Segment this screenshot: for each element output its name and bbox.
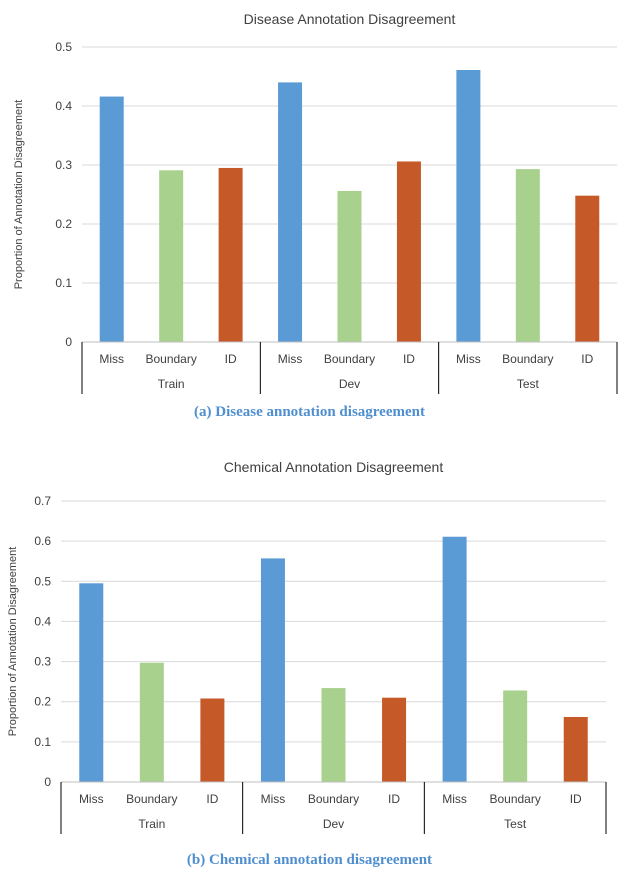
y-tick-label: 0.4 — [55, 99, 72, 113]
chart-title: Chemical Annotation Disagreement — [224, 459, 444, 475]
bar-test-id — [575, 195, 600, 342]
bar-train-id — [218, 167, 243, 342]
y-tick-label: 0.2 — [34, 695, 51, 709]
y-tick-label: 0.4 — [34, 614, 51, 628]
y-tick-label: 0.6 — [34, 534, 51, 548]
x-tick-label: ID — [225, 352, 237, 366]
chart-title: Disease Annotation Disagreement — [244, 11, 456, 27]
y-tick-label: 0.3 — [34, 655, 51, 669]
bar-test-boundary — [503, 690, 528, 782]
y-tick-label: 0.1 — [34, 735, 51, 749]
disease-chart-panel: Disease Annotation Disagreement Proportio… — [0, 0, 619, 430]
bar-test-boundary — [515, 169, 540, 342]
bar-dev-id — [382, 697, 407, 782]
x-tick-label: ID — [206, 792, 218, 806]
bar-test-miss — [442, 536, 467, 782]
bar-dev-miss — [260, 558, 285, 782]
disease-chart-caption: (a) Disease annotation disagreement — [194, 404, 425, 420]
bar-dev-boundary — [337, 190, 362, 342]
x-tick-label: Miss — [79, 792, 104, 806]
chemical-chart-panel: Chemical Annotation Disagreement Proporti… — [0, 450, 619, 874]
bar-train-miss — [99, 96, 124, 342]
y-tick-label: 0.5 — [55, 40, 72, 54]
group-label: Train — [138, 817, 165, 831]
x-tick-label: Boundary — [126, 792, 177, 806]
bar-dev-id — [396, 161, 421, 342]
group-label: Test — [517, 377, 540, 391]
y-tick-label: 0.3 — [55, 158, 72, 172]
x-tick-label: Boundary — [308, 792, 359, 806]
x-tick-label: Boundary — [489, 792, 540, 806]
x-tick-label: Boundary — [324, 352, 375, 366]
bar-test-miss — [456, 70, 481, 342]
x-tick-label: Miss — [99, 352, 124, 366]
y-tick-label: 0.1 — [55, 276, 72, 290]
x-tick-label: ID — [570, 792, 582, 806]
group-label: Train — [158, 377, 185, 391]
x-tick-label: ID — [388, 792, 400, 806]
group-label: Dev — [323, 817, 344, 831]
y-tick-label: 0 — [65, 335, 72, 349]
disease-chart: Disease Annotation Disagreement Proportio… — [13, 11, 618, 394]
x-tick-label: ID — [403, 352, 415, 366]
x-tick-label: Miss — [456, 352, 481, 366]
y-axis-label: Proportion of Annotation Disagreement — [7, 547, 19, 737]
bar-train-boundary — [139, 662, 164, 782]
bar-train-miss — [79, 583, 104, 782]
y-tick-label: 0.7 — [34, 494, 51, 508]
chemical-chart-caption: (b) Chemical annotation disagreement — [186, 852, 433, 868]
bar-train-id — [200, 698, 225, 782]
y-tick-label: 0 — [44, 775, 51, 789]
bar-dev-boundary — [321, 688, 346, 782]
x-tick-label: Boundary — [502, 352, 553, 366]
x-tick-label: Miss — [261, 792, 286, 806]
x-tick-label: ID — [581, 352, 593, 366]
x-tick-label: Miss — [278, 352, 303, 366]
group-label: Dev — [339, 377, 360, 391]
y-axis-label: Proportion of Annotation Disagreement — [13, 100, 25, 290]
y-tick-label: 0.5 — [34, 574, 51, 588]
group-label: Test — [504, 817, 527, 831]
x-tick-label: Boundary — [145, 352, 196, 366]
x-tick-label: Miss — [442, 792, 467, 806]
bar-test-id — [563, 716, 588, 782]
chemical-chart: Chemical Annotation Disagreement Proporti… — [7, 459, 607, 834]
bar-train-boundary — [159, 170, 184, 342]
y-tick-label: 0.2 — [55, 217, 72, 231]
bar-dev-miss — [278, 82, 303, 343]
